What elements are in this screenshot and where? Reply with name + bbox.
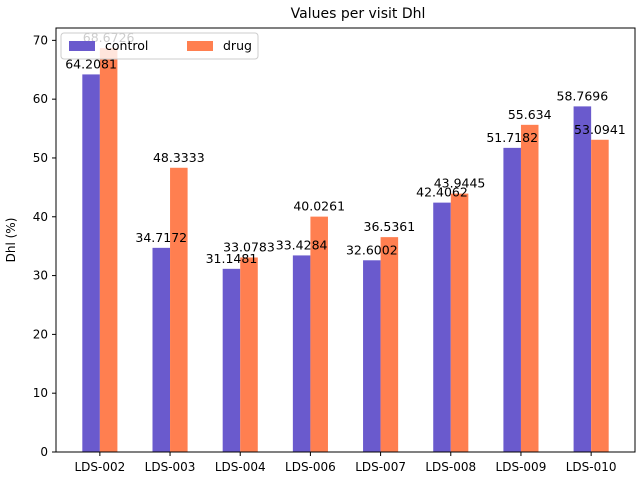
y-tick-label: 20 [33,327,48,341]
y-tick-label: 50 [33,151,48,165]
data-label-drug-lds-007: 36.5361 [364,219,416,234]
data-label-drug-lds-004: 33.0783 [223,239,275,254]
legend-label-control: control [105,38,148,53]
y-tick-label: 40 [33,210,48,224]
legend: control drug [60,32,259,60]
y-tick-label: 10 [33,386,48,400]
data-label-drug-lds-006: 40.0261 [293,199,345,214]
bar-drug-lds-004 [240,257,258,452]
legend-label-drug: drug [223,38,252,53]
bar-drug-lds-002 [99,48,118,452]
bar-drug-lds-010 [591,139,609,452]
legend-swatch-drug [187,41,213,51]
x-tick-label: LDS-004 [215,460,266,474]
x-tick-label: LDS-007 [355,460,406,474]
data-label-control-lds-006: 33.4284 [276,237,328,252]
bar-control-lds-006 [292,255,311,452]
bar-drug-lds-006 [310,216,328,452]
data-label-control-lds-002: 64.2081 [65,56,117,71]
x-tick-label: LDS-009 [496,460,547,474]
data-label-control-lds-009: 51.7182 [486,130,538,145]
data-labels-layer: 64.208168.672634.717248.333331.148133.07… [65,30,626,266]
legend-swatch-control [69,41,95,51]
bar-control-lds-002 [82,74,100,452]
bar-control-lds-004 [222,268,241,452]
data-label-control-lds-007: 32.6002 [346,242,398,257]
x-tick-label: LDS-008 [425,460,476,474]
data-label-control-lds-003: 34.7172 [135,230,187,245]
data-label-drug-lds-010: 53.0941 [574,122,626,137]
legend-box [60,32,259,60]
bar-drug-lds-007 [380,237,399,452]
data-label-drug-lds-008: 43.9445 [434,176,486,191]
bar-control-lds-003 [152,247,171,452]
bar-control-lds-010 [573,106,592,452]
bar-control-lds-007 [363,260,381,452]
y-tick-label: 60 [33,92,48,106]
bar-drug-lds-008 [450,193,469,452]
x-tick-label: LDS-010 [566,460,617,474]
data-label-control-lds-004: 31.1481 [206,251,258,266]
bar-drug-lds-003 [170,167,188,452]
y-tick-label: 70 [33,33,48,47]
chart-title: Values per visit Dhl [291,6,426,22]
x-tick-label: LDS-003 [145,460,196,474]
data-label-control-lds-008: 42.4062 [416,185,468,200]
y-axis-label: Dhl (%) [4,218,18,263]
y-tick-label: 30 [33,269,48,283]
y-tick-label: 0 [40,445,48,459]
data-label-drug-lds-003: 48.3333 [153,150,205,165]
x-tick-label: LDS-002 [74,460,125,474]
bar-control-lds-008 [433,202,451,452]
data-label-control-lds-010: 58.7696 [557,88,609,103]
bars-layer [82,48,609,453]
x-tick-label: LDS-006 [285,460,336,474]
plot-frame [55,27,636,453]
bar-control-lds-009 [503,147,521,453]
bar-drug-lds-009 [520,124,539,452]
axes-layer: LDS-002 LDS-003 LDS-004 LDS-006 LDS-007 LDS-0… [33,27,636,474]
data-label-drug-lds-009: 55.634 [508,107,552,122]
